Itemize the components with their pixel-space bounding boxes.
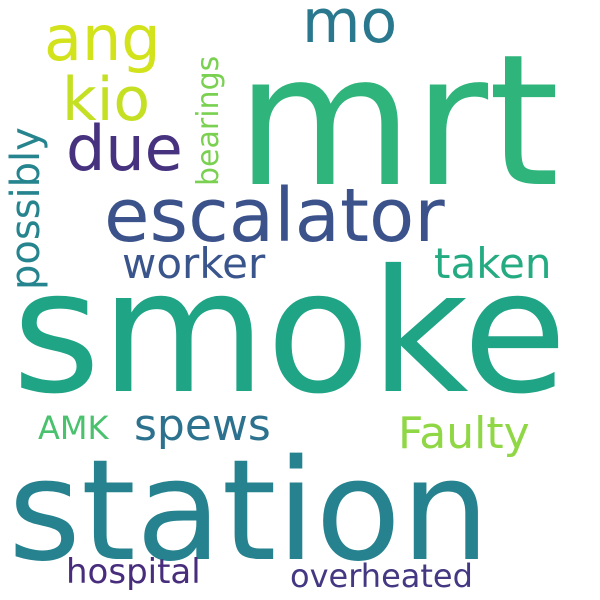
word-due: due [66, 112, 183, 185]
word-mo: mo [302, 0, 398, 57]
word-ang: ang [44, 2, 161, 75]
word-smoke: smoke [12, 234, 568, 432]
word-bearings: bearings [191, 55, 226, 186]
word-kio: kio [62, 65, 151, 135]
word-taken: taken [434, 239, 552, 288]
word-worker: worker [122, 239, 266, 288]
word-spews: spews [134, 400, 271, 451]
word-overheated: overheated [290, 557, 473, 595]
word-faulty: Faulty [398, 408, 530, 459]
word-possibly: possibly [3, 127, 49, 290]
word-hospital: hospital [66, 552, 201, 592]
word-amk: AMK [38, 409, 109, 447]
word-escalator: escalator [104, 173, 445, 259]
word-station: station [8, 430, 490, 593]
word-mrt: mrt [236, 15, 560, 227]
